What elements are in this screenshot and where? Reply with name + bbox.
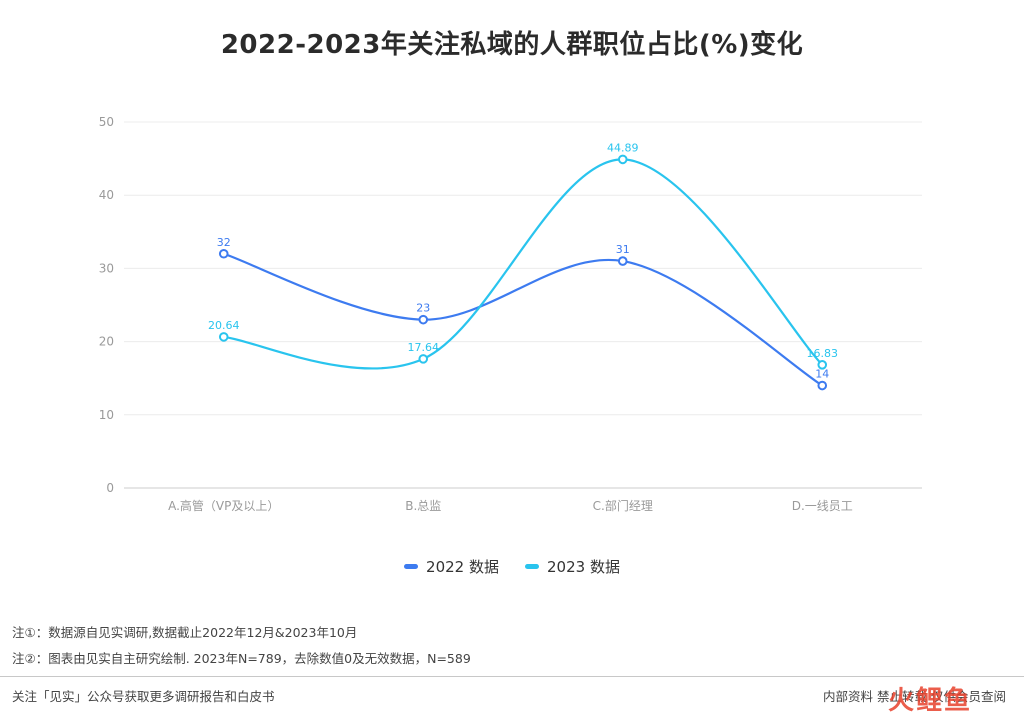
data-point xyxy=(418,354,429,364)
legend-item-2023[interactable]: 2023 数据 xyxy=(525,556,620,577)
data-point xyxy=(218,332,229,342)
data-point xyxy=(418,314,429,325)
data-label: 31 xyxy=(616,243,630,256)
footer-divider xyxy=(0,676,1024,677)
data-label: 16.83 xyxy=(807,347,839,360)
data-label: 20.64 xyxy=(208,319,240,332)
watermark-logo: 火鲤鱼 xyxy=(887,686,972,716)
legend-item-2022[interactable]: 2022 数据 xyxy=(404,556,499,577)
data-point xyxy=(817,360,828,370)
y-tick-label: 30 xyxy=(99,261,114,275)
y-tick-label: 20 xyxy=(99,335,114,349)
y-tick-label: 40 xyxy=(99,188,114,202)
x-tick-label: B.总监 xyxy=(405,499,441,513)
note-2: 注②：图表由见实自主研究绘制. 2023年N=789，去除数值0及无效数据，N=… xyxy=(12,651,471,666)
series-line xyxy=(223,158,824,370)
series-line xyxy=(223,252,823,387)
data-point xyxy=(617,256,628,266)
note-1: 注①：数据源自见实调研,数据截止2022年12月&2023年10月 xyxy=(12,625,358,640)
legend-swatch-2022 xyxy=(404,564,419,569)
chart-title: 2022-2023年关注私域的人群职位占比(%)变化 xyxy=(220,30,804,60)
data-point xyxy=(218,248,229,259)
x-tick-label: D.一线员工 xyxy=(792,499,853,513)
data-point xyxy=(617,154,628,165)
y-tick-label: 50 xyxy=(99,115,114,129)
footer-right-text: 内部资料 禁止转载 仅供会员查阅 xyxy=(823,689,1006,704)
chart-legend: 2022 数据 2023 数据 xyxy=(0,556,1024,577)
data-label: 23 xyxy=(416,302,430,315)
legend-label-2023: 2023 数据 xyxy=(547,558,620,576)
y-tick-label: 0 xyxy=(106,481,114,495)
data-label: 32 xyxy=(217,236,231,249)
x-tick-label: A.高管（VP及以上） xyxy=(168,498,279,513)
legend-label-2022: 2022 数据 xyxy=(426,558,499,576)
data-label: 14 xyxy=(815,368,829,381)
x-tick-label: C.部门经理 xyxy=(593,498,653,513)
line-chart: 0 10 20 30 40 50 A.高管（VP及以上） B.总监 C.部门经理 D.一线员工 32… xyxy=(99,115,922,513)
footer-left-text: 关注「见实」公众号获取更多调研报告和白皮书 xyxy=(12,689,275,704)
y-tick-label: 10 xyxy=(99,408,114,422)
legend-swatch-2023 xyxy=(525,564,539,569)
data-point xyxy=(817,380,828,391)
data-label: 44.89 xyxy=(607,141,639,154)
data-label: 17.64 xyxy=(408,341,440,354)
